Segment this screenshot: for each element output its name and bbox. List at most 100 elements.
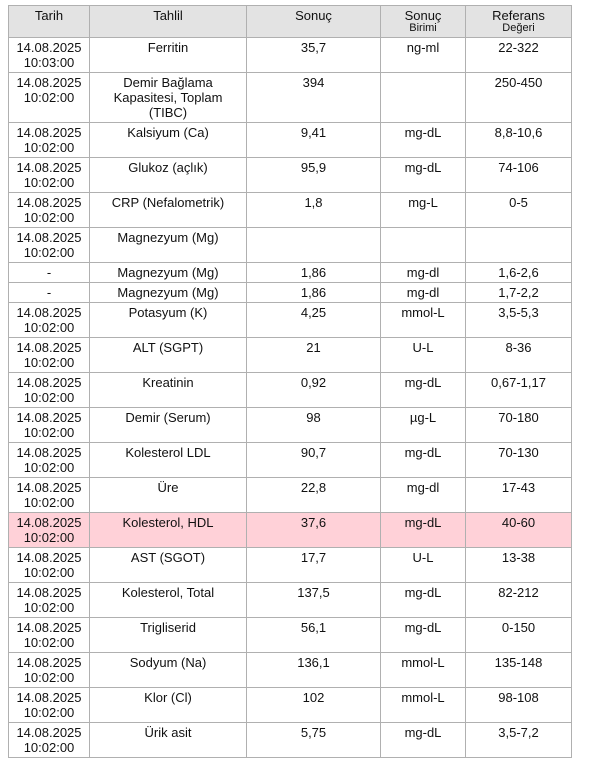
result-row: 14.08.2025 10:02:00 Kolesterol LDL 90,7 mg-… bbox=[8, 442, 572, 478]
test: Kreatinin bbox=[142, 375, 194, 390]
unit-cell: ng-ml bbox=[380, 37, 466, 73]
result-cell: 5,75 bbox=[246, 722, 381, 758]
unit: U-L bbox=[412, 340, 434, 355]
reference-cell: 250-450 bbox=[465, 72, 572, 123]
result-cell: 9,41 bbox=[246, 122, 381, 158]
reference: 3,5-5,3 bbox=[498, 305, 539, 320]
date-cell: 14.08.2025 10:02:00 bbox=[8, 192, 90, 228]
unit-cell: mg-dL bbox=[380, 122, 466, 158]
reference-cell: 22-322 bbox=[465, 37, 572, 73]
date-cell: 14.08.2025 10:02:00 bbox=[8, 652, 90, 688]
test-cell: ALT (SGPT) bbox=[89, 337, 247, 373]
test: Magnezyum (Mg) bbox=[117, 230, 219, 245]
test-cell: Demir Bağlama Kapasitesi, Toplam (TIBC) bbox=[89, 72, 247, 123]
result: 90,7 bbox=[300, 445, 327, 460]
date-cell: 14.08.2025 10:02:00 bbox=[8, 687, 90, 723]
unit-cell: µg-L bbox=[380, 407, 466, 443]
reference-cell: 70-180 bbox=[465, 407, 572, 443]
unit: mg-dL bbox=[404, 445, 442, 460]
page: {"table": { "header": [["Tarih"], ["Tahl… bbox=[8, 5, 572, 758]
result-row: 14.08.2025 10:02:00 Demir (Serum) 98 µg-L 70… bbox=[8, 407, 572, 443]
reference-cell: 98-108 bbox=[465, 687, 572, 723]
result-row: 14.08.2025 10:02:00 Magnezyum (Mg) bbox=[8, 227, 572, 263]
test-cell: Kolesterol, HDL bbox=[89, 512, 247, 548]
reference-cell: 1,6-2,6 bbox=[465, 262, 572, 283]
reference: 0,67-1,17 bbox=[491, 375, 546, 390]
result-row: 14.08.2025 10:02:00 Trigliserid 56,1 mg-dL 0… bbox=[8, 617, 572, 653]
unit-cell: mg-dl bbox=[380, 282, 466, 303]
test: Sodyum (Na) bbox=[129, 655, 207, 670]
test-cell: Kreatinin bbox=[89, 372, 247, 408]
unit-cell: mg-dL bbox=[380, 157, 466, 193]
date-cell: - bbox=[8, 262, 90, 283]
date-cell: 14.08.2025 10:02:00 bbox=[8, 72, 90, 123]
unit-cell: mg-dl bbox=[380, 262, 466, 283]
unit-cell: U-L bbox=[380, 337, 466, 373]
test-cell: Kolesterol, Total bbox=[89, 582, 247, 618]
unit-cell: U-L bbox=[380, 547, 466, 583]
header-text: Sonuç bbox=[295, 8, 332, 23]
result-row: 14.08.2025 10:03:00 Ferritin 35,7 ng-ml 22-3… bbox=[8, 37, 572, 73]
date: 14.08.2025 10:02:00 bbox=[16, 550, 82, 580]
date: - bbox=[46, 285, 52, 300]
test: CRP (Nefalometrik) bbox=[111, 195, 225, 210]
date: 14.08.2025 10:02:00 bbox=[16, 515, 82, 545]
unit: mg-dL bbox=[404, 515, 442, 530]
result-cell: 1,86 bbox=[246, 282, 381, 303]
result-row: 14.08.2025 10:02:00 AST (SGOT) 17,7 U-L 13-3… bbox=[8, 547, 572, 583]
unit-cell: mg-dL bbox=[380, 442, 466, 478]
unit: mg-dL bbox=[404, 585, 442, 600]
result: 37,6 bbox=[300, 515, 327, 530]
reference: 1,6-2,6 bbox=[498, 265, 539, 280]
result: 95,9 bbox=[300, 160, 327, 175]
date-cell: 14.08.2025 10:02:00 bbox=[8, 547, 90, 583]
date: 14.08.2025 10:02:00 bbox=[16, 620, 82, 650]
date-cell: 14.08.2025 10:02:00 bbox=[8, 302, 90, 338]
header-cell: Sonuç bbox=[246, 5, 381, 38]
date-cell: 14.08.2025 10:02:00 bbox=[8, 337, 90, 373]
reference: 0-150 bbox=[501, 620, 536, 635]
unit-cell bbox=[380, 227, 466, 263]
result-row: 14.08.2025 10:02:00 Potasyum (K) 4,25 mmol-… bbox=[8, 302, 572, 338]
date: 14.08.2025 10:02:00 bbox=[16, 690, 82, 720]
result-row: 14.08.2025 10:02:00 Klor (Cl) 102 mmol-L 98-… bbox=[8, 687, 572, 723]
test: ALT (SGPT) bbox=[132, 340, 204, 355]
result: 22,8 bbox=[300, 480, 327, 495]
header-cell: Tarih bbox=[8, 5, 90, 38]
date: 14.08.2025 10:02:00 bbox=[16, 195, 82, 225]
date: 14.08.2025 10:02:00 bbox=[16, 725, 82, 755]
test-cell: Magnezyum (Mg) bbox=[89, 282, 247, 303]
test: Demir (Serum) bbox=[125, 410, 211, 425]
reference-cell: 0-150 bbox=[465, 617, 572, 653]
reference: 82-212 bbox=[498, 585, 539, 600]
reference: 8,8-10,6 bbox=[494, 125, 543, 140]
test: Magnezyum (Mg) bbox=[117, 265, 219, 280]
date-cell: 14.08.2025 10:03:00 bbox=[8, 37, 90, 73]
reference: 8-36 bbox=[505, 340, 532, 355]
result: 4,25 bbox=[300, 305, 327, 320]
result: 1,86 bbox=[300, 285, 327, 300]
result: 1,86 bbox=[300, 265, 327, 280]
unit: ng-ml bbox=[406, 40, 440, 55]
results-table: Tarih Tahlil Sonuç Sonuç Birimi Referans Değer… bbox=[8, 5, 572, 758]
header-text: Referans bbox=[492, 8, 545, 23]
result-row: 14.08.2025 10:02:00 Glukoz (açlık) 95,9 mg-… bbox=[8, 157, 572, 193]
date-cell: 14.08.2025 10:02:00 bbox=[8, 617, 90, 653]
result-cell: 37,6 bbox=[246, 512, 381, 548]
test: Magnezyum (Mg) bbox=[117, 285, 219, 300]
reference-cell: 13-38 bbox=[465, 547, 572, 583]
header-cell: Sonuç Birimi bbox=[380, 5, 466, 38]
result-row: 14.08.2025 10:02:00 Kreatinin 0,92 mg-dL 0,6… bbox=[8, 372, 572, 408]
result: 136,1 bbox=[297, 655, 330, 670]
test: Kolesterol LDL bbox=[125, 445, 211, 460]
result: 98 bbox=[306, 410, 321, 425]
result-row: - Magnezyum (Mg) 1,86 mg-dl 1,6-2,6 bbox=[8, 262, 572, 283]
date-cell: 14.08.2025 10:02:00 bbox=[8, 122, 90, 158]
date: 14.08.2025 10:02:00 bbox=[16, 230, 82, 260]
date: 14.08.2025 10:02:00 bbox=[16, 340, 82, 370]
date: 14.08.2025 10:02:00 bbox=[16, 410, 82, 440]
test: Ferritin bbox=[147, 40, 189, 55]
result-row: 14.08.2025 10:02:00 ALT (SGPT) 21 U-L 8-36 bbox=[8, 337, 572, 373]
date: 14.08.2025 10:02:00 bbox=[16, 480, 82, 510]
date: 14.08.2025 10:02:00 bbox=[16, 375, 82, 405]
